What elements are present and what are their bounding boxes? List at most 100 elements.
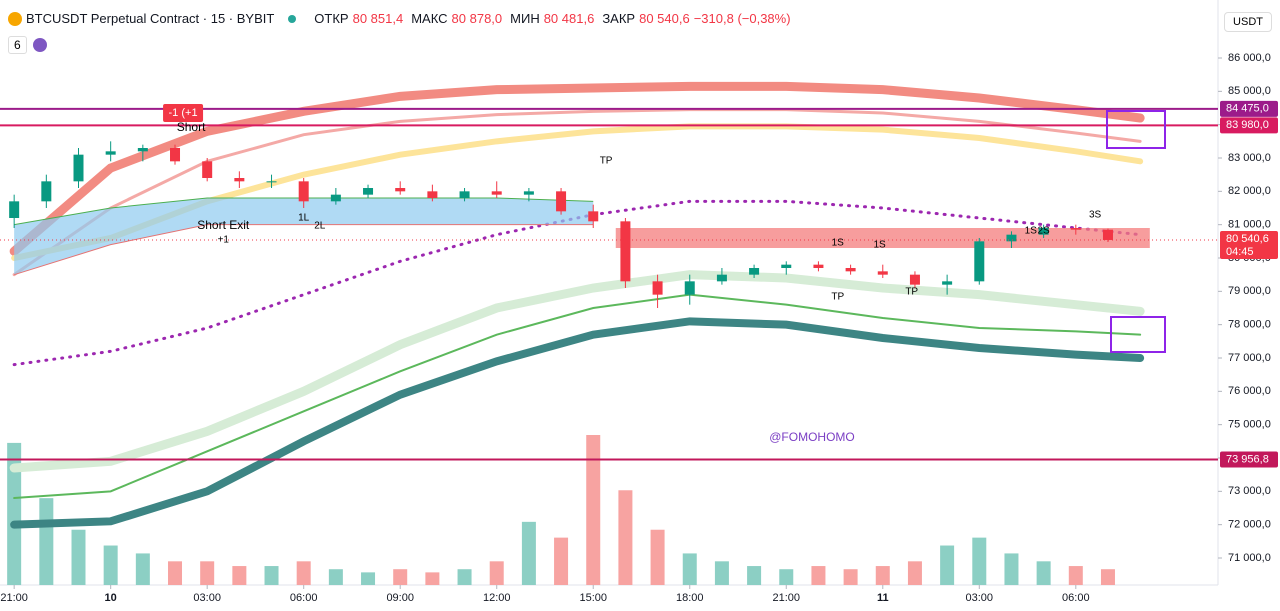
candle-body	[652, 281, 663, 295]
band-fill	[14, 198, 594, 275]
volume-bar	[586, 435, 601, 585]
volume-bar	[554, 537, 569, 585]
candle-body	[137, 148, 148, 152]
symbol-title[interactable]: BTCUSDT Perpetual Contract · 15 · BYBIT	[26, 11, 275, 26]
annotation: 3S	[1089, 210, 1102, 221]
ohlc-label: ЗАКР	[602, 11, 636, 26]
last-price-label: 80 540,6	[1226, 233, 1269, 245]
volume-bar	[940, 545, 955, 585]
volume-bar	[1100, 569, 1115, 585]
level-label-bg	[1220, 451, 1278, 468]
volume-bar	[361, 572, 376, 585]
candle-body	[684, 281, 695, 295]
annotation: 2S	[1038, 226, 1051, 237]
volume-bar	[103, 545, 118, 585]
indicator-line	[9, 270, 1145, 473]
x-tick-label: 21:00	[772, 592, 800, 604]
legend-header: BTCUSDT Perpetual Contract · 15 · BYBIT …	[8, 11, 791, 26]
indicator-line	[9, 81, 1145, 256]
sync-icon[interactable]	[32, 38, 47, 52]
candle-body	[9, 201, 20, 218]
volume-bar	[682, 553, 697, 585]
ohlc-value: 80 878,0	[451, 11, 503, 26]
y-tick-label: 75 000,0	[1228, 419, 1271, 431]
symbol-icon	[8, 11, 22, 26]
volume-bar	[1004, 553, 1019, 585]
annotation: 1L	[298, 213, 310, 224]
x-tick-label: 15:00	[579, 592, 607, 604]
annotation: Short Exit	[197, 218, 250, 232]
annotation: TP	[831, 292, 844, 303]
candle-body	[942, 281, 953, 285]
candle-body	[41, 181, 52, 202]
volume-bar	[811, 566, 826, 585]
annotation: 1S	[832, 238, 845, 249]
y-tick-label: 79 000,0	[1228, 285, 1271, 297]
level-label: 73 956,8	[1226, 453, 1269, 465]
ohlc-value: 80 540,6	[639, 11, 690, 26]
candle-body	[749, 268, 760, 275]
level-label: 83 980,0	[1226, 119, 1269, 131]
y-tick-label: 82 000,0	[1228, 185, 1271, 197]
annotation: 2L	[314, 221, 326, 232]
volume-bar	[972, 537, 987, 585]
ohlc-value: 80 481,6	[543, 11, 595, 26]
candle-body	[1070, 228, 1081, 230]
currency-button[interactable]: USDT	[1224, 12, 1272, 32]
ohlc-label: МИН	[510, 11, 540, 26]
volume-bar	[843, 569, 858, 585]
x-tick-label: 18:00	[676, 592, 704, 604]
annotation-bg	[163, 104, 204, 122]
candle-body	[427, 191, 438, 198]
volume-bar	[425, 572, 440, 585]
candle-body	[974, 241, 985, 282]
candle-body	[202, 161, 213, 178]
volume-bar	[264, 566, 279, 585]
y-tick-label: 81 000,0	[1228, 219, 1271, 231]
level-label-bg	[1220, 100, 1278, 117]
candle-body	[234, 178, 245, 182]
volume-bar	[296, 561, 311, 585]
countdown-label: 04:45	[1226, 246, 1254, 258]
candle-body	[620, 221, 631, 282]
candle-body	[170, 148, 181, 162]
candle-body	[491, 191, 502, 195]
candle-body	[298, 181, 309, 202]
volume-bar	[168, 561, 183, 585]
volume-bar	[714, 561, 729, 585]
candle-body	[73, 154, 84, 182]
annotation: Short	[177, 120, 206, 134]
band-lower	[14, 224, 594, 276]
x-tick-label: 09:00	[386, 592, 414, 604]
drawn-box	[1110, 316, 1166, 353]
market-status	[288, 14, 297, 23]
annotation: @FOMOHOMO	[769, 430, 855, 444]
volume-bar	[650, 529, 665, 585]
indicators-toggle[interactable]: 6	[8, 36, 27, 54]
y-tick-label: 86 000,0	[1228, 52, 1271, 64]
candle-body	[1102, 229, 1113, 240]
x-tick-label: 03:00	[966, 592, 994, 604]
y-tick-label: 78 000,0	[1228, 319, 1271, 331]
x-tick-label: 21:00	[0, 592, 28, 604]
volume-bar	[747, 566, 762, 585]
candle-body	[105, 151, 116, 155]
volume-bar	[618, 490, 633, 585]
candle-body	[330, 194, 341, 202]
y-tick-label: 77 000,0	[1228, 352, 1271, 364]
ohlc-value: 80 851,4	[352, 11, 404, 26]
volume-bar	[875, 566, 890, 585]
ohlc-label: МАКС	[411, 11, 448, 26]
candle-body	[1006, 234, 1017, 242]
volume-bar	[907, 561, 922, 585]
volume-bar	[1068, 566, 1083, 585]
level-label: 84 475,0	[1226, 103, 1269, 115]
volume-bar	[200, 561, 215, 585]
indicator-line	[10, 317, 1145, 529]
ohlc-change: −310,8 (−0,38%)	[693, 11, 791, 26]
candle-body	[813, 264, 824, 268]
annotation: -1 (+1	[169, 107, 198, 119]
candle-body	[556, 191, 567, 212]
volume-bar	[489, 561, 504, 585]
